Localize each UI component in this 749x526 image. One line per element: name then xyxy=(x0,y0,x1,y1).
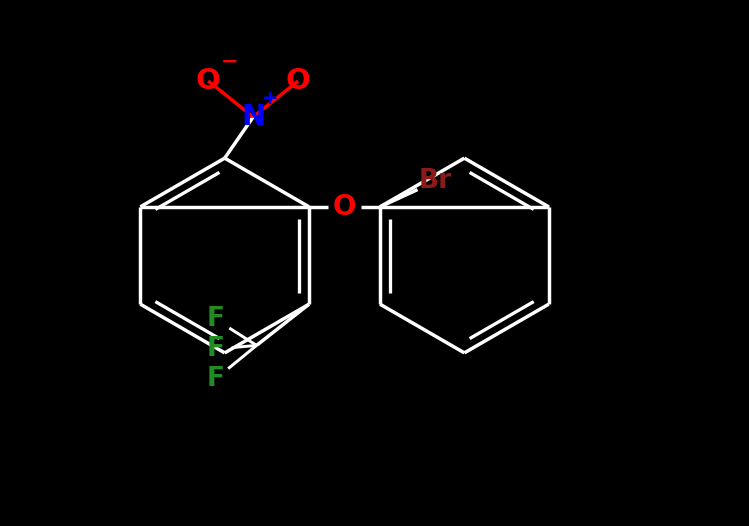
Text: +: + xyxy=(261,89,278,108)
Text: F: F xyxy=(207,336,225,362)
Text: N: N xyxy=(241,103,265,131)
Text: Br: Br xyxy=(418,168,452,194)
Text: F: F xyxy=(207,366,225,392)
Text: O: O xyxy=(285,67,311,95)
Text: O: O xyxy=(333,193,357,221)
Text: F: F xyxy=(207,306,225,332)
Text: O: O xyxy=(195,67,221,95)
Text: −: − xyxy=(220,52,238,72)
